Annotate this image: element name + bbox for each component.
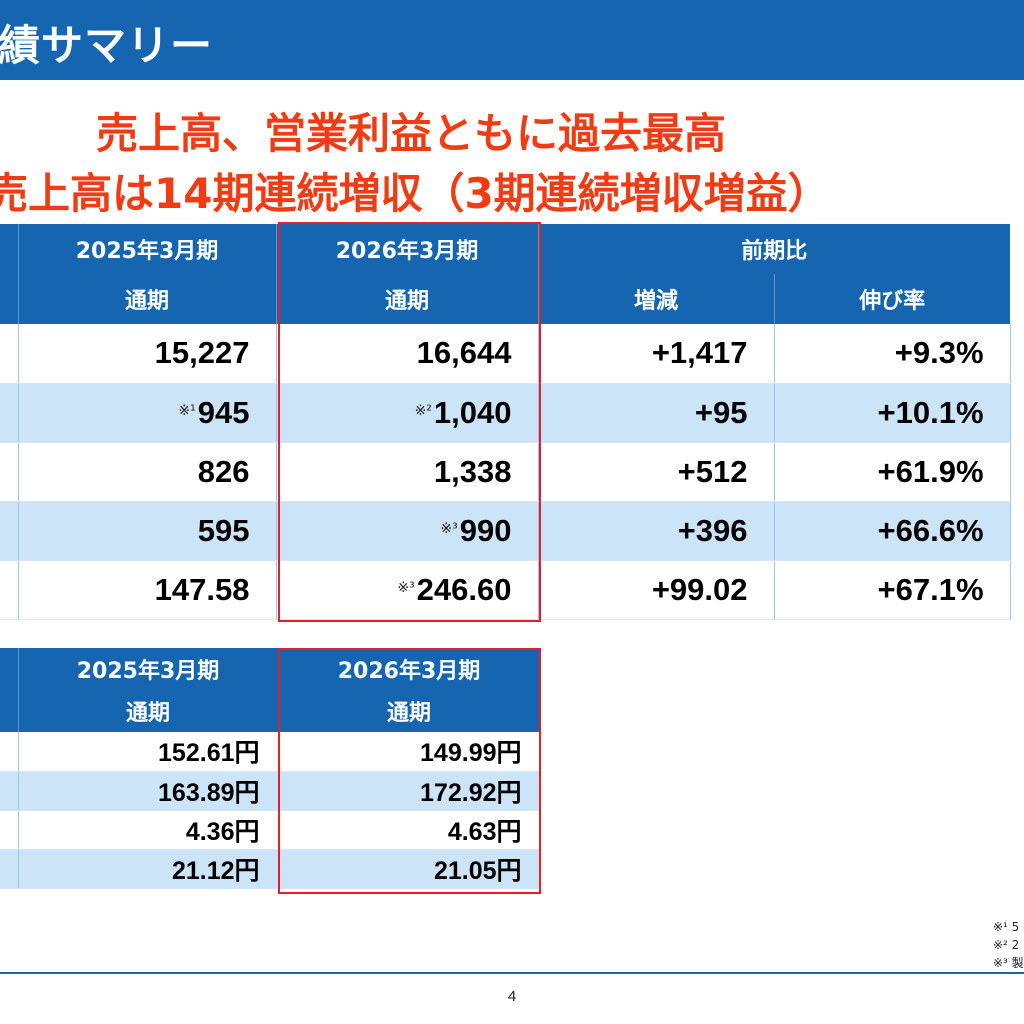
curr-value: 990 xyxy=(459,512,512,548)
footnote-1: ※¹ 5 xyxy=(993,920,1020,934)
header-prev-period: 2025年3月期 xyxy=(18,648,279,690)
prev-value: 147.58 xyxy=(154,571,250,607)
footnote-mark: ※³ xyxy=(397,579,415,596)
growth-value: +9.3% xyxy=(774,324,1011,384)
prev-value: 945 xyxy=(197,394,250,430)
footer-divider xyxy=(0,972,1024,974)
header-yoy: 前期比 xyxy=(538,224,1011,274)
footnote-mark: ※³ xyxy=(440,520,458,537)
change-value: +1,417 xyxy=(538,324,775,384)
prev-value: 826 xyxy=(197,453,250,489)
header-curr-sub: 通期 xyxy=(276,274,539,324)
header-prev-period: 2025年3月期 xyxy=(18,224,277,274)
prev-value: 15,227 xyxy=(154,335,250,371)
prev-value-cell: 826 xyxy=(18,442,277,502)
growth-value: +66.6% xyxy=(774,501,1011,561)
growth-value: +61.9% xyxy=(774,442,1011,502)
header-change: 増減 xyxy=(538,274,775,324)
row-label-cell xyxy=(0,732,19,772)
curr-value: 21.05円 xyxy=(278,849,541,889)
curr-value-cell: ※³990 xyxy=(276,501,539,561)
prev-value: 595 xyxy=(197,512,250,548)
table-row: 21.12円 21.05円 xyxy=(0,849,541,889)
table-row: 152.61円 149.99円 xyxy=(0,732,541,772)
headline-line-1: 売上高、営業利益ともに過去最高 xyxy=(96,109,727,158)
change-value: +396 xyxy=(538,501,775,561)
header-blank-cell xyxy=(0,648,19,732)
curr-value-cell: ※²1,040 xyxy=(276,383,539,443)
table-row: 4.36円 4.63円 xyxy=(0,810,541,850)
page-number: 4 xyxy=(507,988,517,1005)
curr-value-cell: 1,338 xyxy=(276,442,539,502)
row-label-cell xyxy=(0,383,19,443)
page-title: 績サマリー xyxy=(0,21,214,70)
prev-value: 4.36円 xyxy=(18,810,279,850)
growth-value: +67.1% xyxy=(774,560,1011,620)
change-value: +512 xyxy=(538,442,775,502)
row-label-cell xyxy=(0,810,19,850)
curr-value: 4.63円 xyxy=(278,810,541,850)
table-row: 595 ※³990 +396 +66.6% xyxy=(0,501,1011,561)
results-table: 2025年3月期 2026年3月期 前期比 通期 通期 増減 伸び率 15,22… xyxy=(0,224,1011,620)
footnote-2: ※² 2 xyxy=(993,938,1020,952)
row-label-cell xyxy=(0,501,19,561)
change-value: +95 xyxy=(538,383,775,443)
curr-value: 1,040 xyxy=(433,394,512,430)
prev-value-cell: ※¹945 xyxy=(18,383,277,443)
row-label-cell xyxy=(0,771,19,811)
header-prev-sub: 通期 xyxy=(18,690,279,732)
per-share-table: 2025年3月期 2026年3月期 通期 通期 152.61円 149.99円 … xyxy=(0,648,541,889)
row-label-cell xyxy=(0,442,19,502)
table-row: ※¹945 ※²1,040 +95 +10.1% xyxy=(0,383,1011,443)
curr-value: 149.99円 xyxy=(278,732,541,772)
curr-value-cell: ※³246.60 xyxy=(276,560,539,620)
prev-value-cell: 15,227 xyxy=(18,324,277,384)
header-growth: 伸び率 xyxy=(774,274,1011,324)
change-value: +99.02 xyxy=(538,560,775,620)
row-label-cell xyxy=(0,324,19,384)
curr-value: 172.92円 xyxy=(278,771,541,811)
curr-value-cell: 16,644 xyxy=(276,324,539,384)
header-curr-period: 2026年3月期 xyxy=(278,648,541,690)
headline-line-2: 売上高は14期連続増収（3期連続増収増益） xyxy=(0,169,830,218)
growth-value: +10.1% xyxy=(774,383,1011,443)
table-row: 826 1,338 +512 +61.9% xyxy=(0,442,1011,502)
prev-value-cell: 595 xyxy=(18,501,277,561)
prev-value-cell: 147.58 xyxy=(18,560,277,620)
header-curr-period: 2026年3月期 xyxy=(276,224,539,274)
table-row: 163.89円 172.92円 xyxy=(0,771,541,811)
header-prev-sub: 通期 xyxy=(18,274,277,324)
prev-value: 163.89円 xyxy=(18,771,279,811)
curr-value: 246.60 xyxy=(416,571,512,607)
header-curr-sub: 通期 xyxy=(278,690,541,732)
footnote-mark: ※¹ xyxy=(178,402,196,419)
row-label-cell xyxy=(0,849,19,889)
footnote-mark: ※² xyxy=(414,402,432,419)
footnote-3: ※³ 製 xyxy=(993,956,1024,970)
prev-value: 21.12円 xyxy=(18,849,279,889)
header-bar xyxy=(0,0,1024,80)
header-blank-cell xyxy=(0,224,19,324)
row-label-cell xyxy=(0,560,19,620)
footnotes: ※¹ 5 ※² 2 ※³ 製 xyxy=(993,918,1024,972)
table-row: 147.58 ※³246.60 +99.02 +67.1% xyxy=(0,560,1011,620)
table-row: 15,227 16,644 +1,417 +9.3% xyxy=(0,324,1011,384)
prev-value: 152.61円 xyxy=(18,732,279,772)
curr-value: 1,338 xyxy=(433,453,512,489)
curr-value: 16,644 xyxy=(416,335,512,371)
